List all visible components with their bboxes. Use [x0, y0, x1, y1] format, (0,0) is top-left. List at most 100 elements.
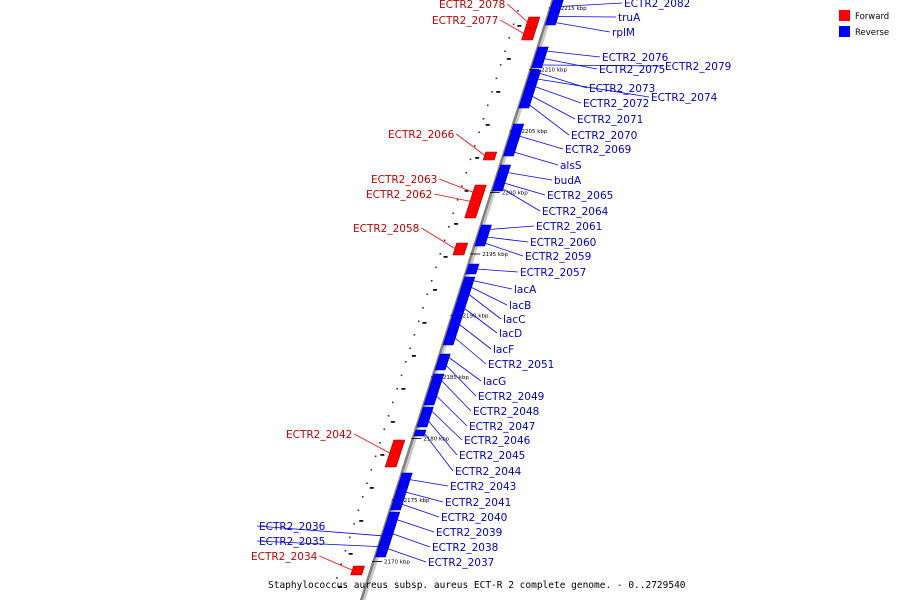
- gene-label-ectr2-2075: ECTR2_2075: [599, 64, 665, 76]
- gene-label-ectr2-2066: ECTR2_2066: [388, 129, 455, 141]
- kbp-tick-label: 2205 kbp: [521, 129, 547, 135]
- backbone-dot: [452, 212, 455, 215]
- legend-forward-label: Forward: [855, 12, 889, 22]
- gene-block-ectr2-2045: [416, 413, 432, 428]
- leader-ectr2-2044: [423, 432, 454, 472]
- backbone-dot: [448, 226, 450, 228]
- backbone-dot: [465, 172, 467, 174]
- legend: Forward Reverse: [839, 10, 889, 38]
- gene-label-ectr2-2049: ECTR2_2049: [478, 391, 544, 403]
- kbp-tick-label: 2175 kbp: [404, 498, 430, 504]
- gene-label-lacf: lacF: [493, 344, 514, 356]
- gene-label-ectr2-2041: ECTR2_2041: [445, 497, 511, 509]
- leader-ectr2-2069: [518, 135, 564, 150]
- backbone-dash: [359, 520, 364, 522]
- kbp-tick-label: 2210 kbp: [541, 68, 567, 74]
- leader-buda: [507, 172, 553, 181]
- backbone-dot: [344, 550, 347, 552]
- leader-ectr2-2048: [440, 379, 472, 412]
- gene-block-ectr2-2066: [482, 151, 498, 161]
- backbone-dash: [338, 586, 343, 588]
- leader-ectr2-2075: [543, 58, 598, 70]
- backbone-dash: [433, 289, 438, 291]
- gene-label-ectr2-2076: ECTR2_2076: [602, 52, 669, 64]
- leader-ectr2-2066: [456, 133, 486, 157]
- gene-label-alss: alsS: [560, 160, 582, 172]
- leader-ectr2-2062: [434, 193, 472, 202]
- gene-label-rplm: rplM: [612, 27, 635, 39]
- genome-backbone: [359, 0, 555, 600]
- gene-label-buda: budA: [554, 175, 582, 187]
- leader-lacc: [468, 293, 502, 320]
- leader-ectr2-2077: [500, 19, 525, 35]
- gene-label-ectr2-2035: ECTR2_2035: [259, 536, 325, 548]
- backbone-dot: [495, 77, 498, 80]
- gene-label-ectr2-2042: ECTR2_2042: [286, 429, 352, 441]
- gene-label-ectr2-2057: ECTR2_2057: [520, 267, 586, 279]
- leader-ectr2-2040: [401, 503, 440, 518]
- leader-ectr2-2082: [560, 2, 623, 7]
- gene-label-ectr2-2038: ECTR2_2038: [432, 542, 498, 554]
- gene-block-ectr2-2058: [452, 242, 469, 256]
- gene-label-ectr2-2051: ECTR2_2051: [488, 359, 554, 371]
- backbone-dot: [361, 496, 364, 498]
- kbp-tick-label: 2185 kbp: [443, 375, 469, 381]
- backbone-dash: [475, 157, 480, 159]
- backbone-dot: [379, 442, 381, 444]
- kbp-tick-label: 2200 kbp: [502, 191, 528, 197]
- backbone-dot: [357, 509, 360, 512]
- backbone-dot: [443, 239, 446, 242]
- backbone-dot: [439, 253, 442, 255]
- gene-block-ectr2-2047: [423, 385, 441, 406]
- backbone-dot: [499, 64, 502, 66]
- leader-lacb: [470, 286, 508, 306]
- leader-ectr2-2058: [421, 227, 456, 250]
- leader-rplm: [555, 22, 611, 33]
- leader-ectr2-2079: [541, 64, 664, 67]
- leader-ectr2-2051: [454, 337, 487, 365]
- kbp-tick-label: 2180 kbp: [423, 437, 449, 443]
- backbone-dot: [486, 104, 489, 107]
- leader-ectr2-2060: [486, 236, 529, 243]
- backbone-dot: [353, 523, 355, 525]
- leader-ectr2-2061: [488, 225, 535, 230]
- gene-label-ectr2-2070: ECTR2_2070: [571, 130, 637, 142]
- backbone-dash: [517, 25, 522, 27]
- leader-ectr2-2078: [507, 3, 529, 23]
- backbone-dash: [380, 454, 385, 456]
- gene-block-ectr2-2077: [521, 27, 537, 41]
- kbp-tick-label: 2215 kbp: [561, 6, 587, 12]
- leader-ectr2-2065: [503, 182, 546, 196]
- gene-label-ectr2-2034: ECTR2_2034: [251, 551, 318, 563]
- backbone-dot: [426, 293, 429, 296]
- gene-label-ectr2-2074: ECTR2_2074: [651, 92, 718, 104]
- gene-label-lacb: lacB: [509, 300, 531, 312]
- backbone-dot: [392, 401, 394, 404]
- leader-ectr2-2043: [409, 479, 449, 487]
- gene-label-ectr2-2044: ECTR2_2044: [455, 466, 522, 478]
- leader-ectr2-2045: [427, 420, 458, 456]
- gene-label-ectr2-2064: ECTR2_2064: [542, 206, 609, 218]
- leader-ectr2-2039: [396, 519, 435, 533]
- leader-lacd: [463, 307, 498, 334]
- gene-label-ectr2-2037: ECTR2_2037: [428, 557, 494, 569]
- backbone-dot: [482, 118, 485, 120]
- backbone-dash: [348, 553, 353, 555]
- gene-block-ectr2-2064: [491, 185, 505, 192]
- gene-label-ectr2-2063: ECTR2_2063: [371, 174, 437, 186]
- backbone-dot: [508, 37, 511, 39]
- gene-label-ectr2-2065: ECTR2_2065: [547, 190, 613, 202]
- leader-alss: [513, 151, 559, 166]
- gene-block-ectr2-2057: [465, 263, 480, 275]
- forward-gene-blocks: [350, 16, 541, 576]
- backbone-dot: [405, 361, 407, 363]
- gene-block-alss: [503, 147, 517, 157]
- gene-label-ectr2-2079: ECTR2_2079: [665, 61, 731, 73]
- backbone-dot: [336, 577, 338, 579]
- backbone-dot: [504, 50, 506, 53]
- legend-reverse-swatch: [839, 26, 850, 37]
- gene-label-ectr2-2043: ECTR2_2043: [450, 481, 516, 493]
- gene-block-ectr2-2049: [434, 359, 449, 371]
